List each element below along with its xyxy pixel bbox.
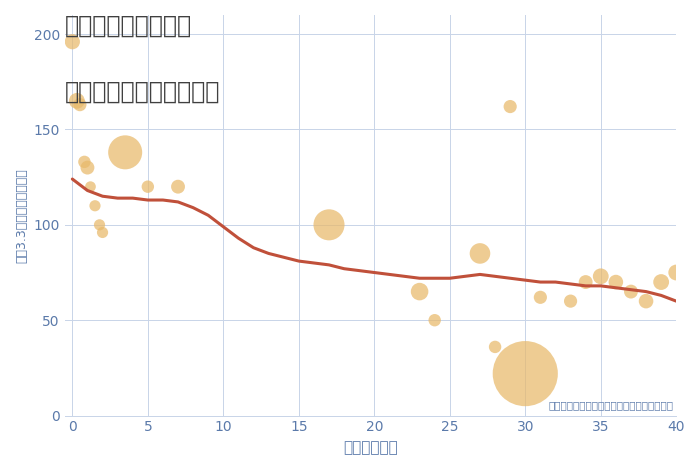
Point — [640, 298, 652, 305]
Point — [429, 316, 440, 324]
Point — [656, 278, 667, 286]
Point — [94, 221, 105, 228]
Point — [580, 278, 592, 286]
Point — [120, 149, 131, 156]
Point — [475, 250, 486, 257]
Point — [172, 183, 183, 190]
Y-axis label: 坪（3.3㎡）単価（万円）: 坪（3.3㎡）単価（万円） — [15, 168, 28, 263]
Point — [142, 183, 153, 190]
Point — [79, 158, 90, 165]
Point — [565, 298, 576, 305]
Point — [82, 164, 93, 172]
Point — [66, 38, 78, 46]
Text: 大阪府茨木市生保の: 大阪府茨木市生保の — [65, 14, 192, 38]
Point — [489, 343, 500, 351]
Point — [625, 288, 636, 295]
Point — [535, 294, 546, 301]
Point — [610, 278, 622, 286]
Text: 円の大きさは、取引のあった物件面積を示す: 円の大きさは、取引のあった物件面積を示す — [548, 400, 673, 410]
Point — [323, 221, 335, 228]
Point — [71, 97, 83, 105]
Point — [85, 183, 96, 190]
Point — [505, 103, 516, 110]
Point — [74, 101, 85, 109]
X-axis label: 築年数（年）: 築年数（年） — [343, 440, 398, 455]
Point — [97, 229, 108, 236]
Point — [519, 370, 531, 377]
Point — [595, 273, 606, 280]
Point — [671, 269, 682, 276]
Point — [414, 288, 425, 295]
Point — [90, 202, 101, 210]
Text: 築年数別中古戸建て価格: 築年数別中古戸建て価格 — [65, 80, 220, 104]
